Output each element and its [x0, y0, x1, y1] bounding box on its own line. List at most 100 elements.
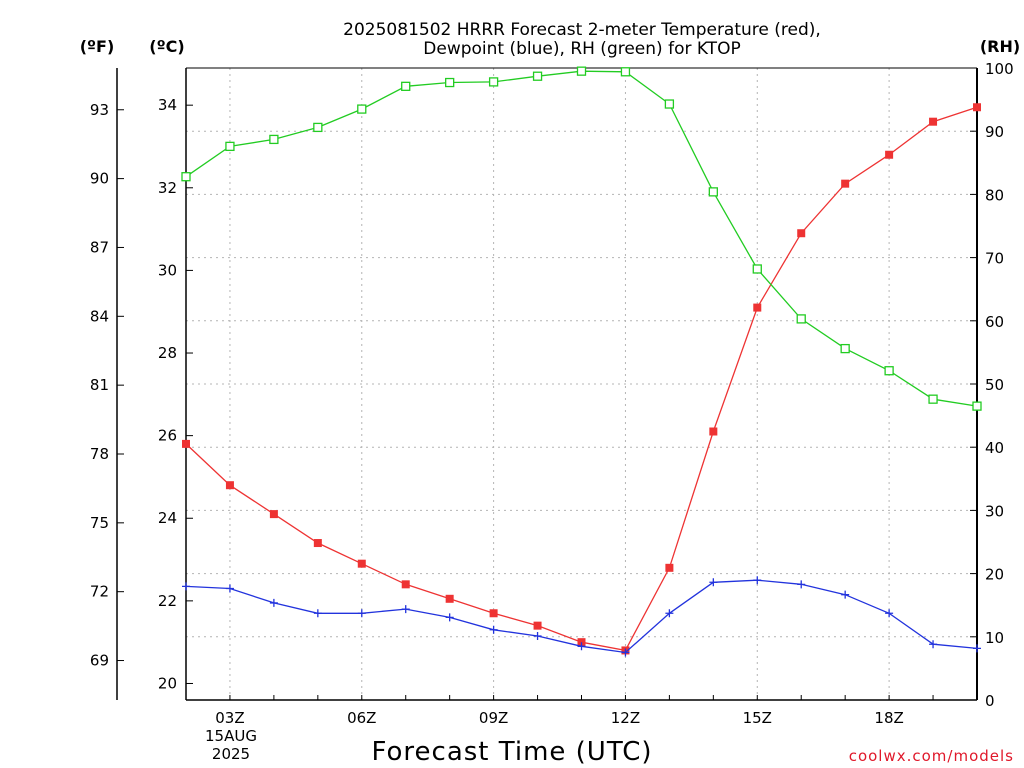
- rh-point: [840, 343, 850, 354]
- dewpoint-point: [182, 582, 190, 591]
- rh-point: [181, 172, 191, 182]
- fahrenheit-tick-label: 69: [90, 652, 109, 670]
- dewpoint-point: [225, 584, 234, 593]
- temperature-line: [185, 106, 978, 652]
- fahrenheit-tick-label: 75: [90, 514, 109, 532]
- rh-point: [620, 67, 631, 77]
- temperature-point: [182, 439, 190, 448]
- credit-label: coolwx.com/models: [849, 747, 1014, 765]
- date-label-day: 15AUG: [205, 727, 257, 745]
- dewpoint-point: [885, 609, 894, 618]
- rh-point: [884, 366, 894, 376]
- rh-tick-label: 100: [985, 60, 1014, 78]
- temperature-point: [577, 638, 586, 647]
- temperature-point: [665, 563, 674, 572]
- dewpoint-point: [269, 598, 278, 607]
- temperature-point: [489, 609, 498, 618]
- rh-point: [313, 122, 323, 133]
- rh-point: [357, 104, 367, 114]
- x-axis-title: Forecast Time (UTC): [371, 737, 652, 767]
- temperature-point: [313, 539, 322, 548]
- temperature-point: [929, 117, 938, 126]
- dewpoint-point: [533, 631, 542, 640]
- rh-point: [269, 134, 279, 145]
- rh-point: [752, 264, 762, 274]
- dewpoint-point: [841, 590, 850, 599]
- celsius-tick-label: 20: [158, 674, 177, 692]
- dewpoint-point: [401, 605, 410, 614]
- fahrenheit-tick-label: 78: [90, 445, 109, 463]
- temperature-point: [797, 229, 806, 238]
- temperature-point: [709, 427, 718, 436]
- x-tick-label: 03Z: [215, 709, 244, 727]
- dewpoint-point: [929, 640, 938, 649]
- x-tick-label: 12Z: [611, 709, 640, 727]
- rh-series: [181, 66, 982, 411]
- rh-point: [488, 77, 499, 87]
- rh-point: [445, 77, 455, 88]
- temperature-point: [225, 481, 234, 490]
- temperature-point: [753, 303, 762, 312]
- x-tick-label: 15Z: [743, 709, 772, 727]
- dewpoint-point: [445, 613, 454, 622]
- rh-point: [972, 401, 982, 411]
- temperature-point: [885, 150, 894, 159]
- celsius-tick-label: 32: [158, 179, 177, 197]
- temperature-point: [445, 594, 454, 603]
- rh-line: [185, 70, 978, 407]
- celsius-tick-label: 28: [158, 344, 177, 362]
- temperature-series: [182, 103, 981, 655]
- rh-point: [532, 71, 543, 81]
- x-tick-label: 18Z: [874, 709, 903, 727]
- dewpoint-point: [577, 642, 586, 651]
- rh-tick-label: 40: [985, 439, 1004, 457]
- rh-tick-label: 80: [985, 186, 1004, 204]
- dewpoint-point: [665, 609, 674, 618]
- celsius-tick-label: 24: [158, 509, 177, 527]
- rh-tick-label: 20: [985, 566, 1004, 584]
- rh-tick-label: 60: [985, 313, 1004, 331]
- celsius-tick-label: 22: [158, 592, 177, 610]
- temperature-point: [401, 580, 410, 589]
- fahrenheit-tick-label: 93: [90, 101, 109, 119]
- tick-labels: 69 72 75 78 81 84 87 90 93 20 22 24 26 28 30 32 34 0 10 20 3…: [90, 60, 1014, 727]
- x-tick-label: 09Z: [479, 709, 508, 727]
- dewpoint-point: [357, 609, 366, 618]
- fahrenheit-tick-label: 87: [90, 238, 109, 256]
- x-tick-label: 06Z: [347, 709, 376, 727]
- rh-point: [928, 394, 938, 404]
- dewpoint-point: [797, 580, 806, 589]
- rh-tick-label: 0: [985, 692, 995, 710]
- dewpoint-series: [182, 576, 981, 657]
- dewpoint-point: [973, 644, 981, 653]
- temperature-point: [357, 559, 366, 568]
- rh-unit-label: (RH): [980, 37, 1020, 56]
- rh-point: [708, 187, 718, 197]
- dewpoint-point: [621, 648, 630, 657]
- fahrenheit-tick-label: 81: [90, 376, 109, 394]
- celsius-tick-label: 26: [158, 427, 177, 445]
- temperature-point: [973, 103, 981, 112]
- rh-tick-label: 50: [985, 376, 1004, 394]
- rh-point: [401, 81, 411, 91]
- celsius-tick-label: 34: [158, 96, 177, 114]
- fahrenheit-tick-label: 84: [90, 307, 109, 325]
- date-label-year: 2025: [212, 745, 250, 763]
- dewpoint-point: [709, 578, 718, 587]
- chart-title-line1: 2025081502 HRRR Forecast 2-meter Tempera…: [343, 20, 821, 40]
- grid-lines: [186, 68, 977, 700]
- rh-tick-label: 70: [985, 250, 1004, 268]
- rh-tick-label: 90: [985, 123, 1004, 141]
- rh-point: [576, 66, 587, 76]
- rh-point: [664, 99, 675, 109]
- dewpoint-point: [313, 609, 322, 618]
- temperature-point: [269, 510, 278, 519]
- rh-point: [796, 314, 806, 324]
- series-layer: [181, 66, 982, 657]
- rh-tick-label: 10: [985, 629, 1004, 647]
- dewpoint-point: [489, 625, 498, 634]
- fahrenheit-unit-label: (ºF): [80, 37, 115, 56]
- fahrenheit-tick-label: 90: [90, 170, 109, 188]
- dewpoint-point: [753, 576, 762, 585]
